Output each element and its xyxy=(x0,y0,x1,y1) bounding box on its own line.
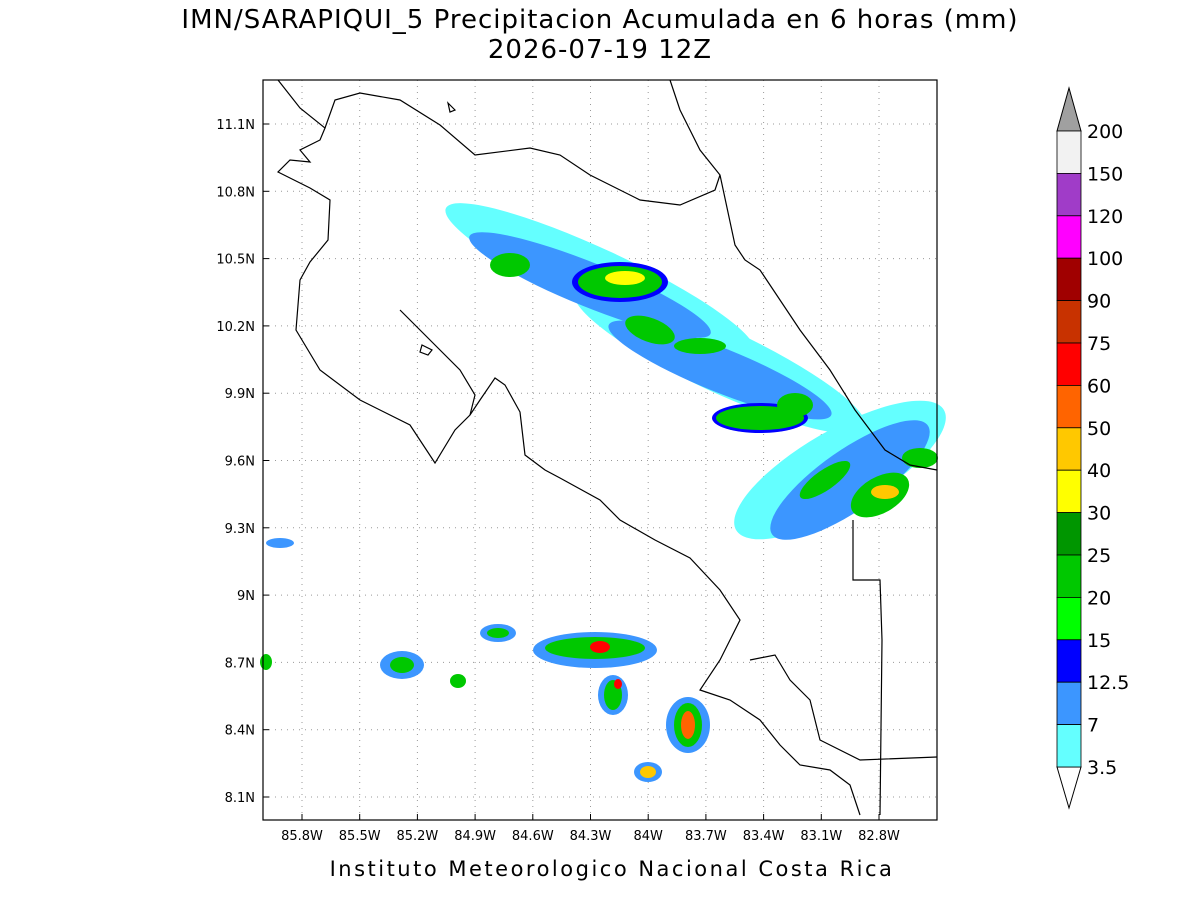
lat-label: 9.9N xyxy=(225,387,255,402)
colorbar-swatch xyxy=(1056,554,1082,598)
colorbar-label: 120 xyxy=(1087,206,1123,228)
lon-label: 84.6W xyxy=(512,829,554,844)
colorbar-label: 7 xyxy=(1087,715,1099,737)
title: IMN/SARAPIQUI_5 Precipitacion Acumulada … xyxy=(181,5,1018,35)
colorbar-swatch xyxy=(1056,130,1082,174)
colorbar-label: 90 xyxy=(1087,291,1111,313)
lon-label: 83.7W xyxy=(685,829,727,844)
colorbar-swatch xyxy=(1056,427,1082,471)
lon-label: 83.4W xyxy=(743,829,785,844)
lat-label: 10.5N xyxy=(216,253,255,268)
colorbar-swatch xyxy=(1056,512,1082,556)
lon-label: 82.8W xyxy=(858,829,900,844)
lat-label: 10.8N xyxy=(216,185,255,200)
colorbar-label: 200 xyxy=(1087,121,1123,143)
colorbar-label: 100 xyxy=(1087,248,1123,270)
colorbar-label: 150 xyxy=(1087,163,1123,185)
colorbar-label: 75 xyxy=(1087,333,1111,355)
footer: Instituto Meteorologico Nacional Costa R… xyxy=(330,857,895,881)
lat-label: 8.4N xyxy=(225,724,255,739)
lat-label: 10.2N xyxy=(216,320,255,335)
colorbar-swatch xyxy=(1056,681,1082,726)
lon-label: 84.9W xyxy=(454,829,496,844)
colorbar-swatch xyxy=(1056,384,1082,429)
colorbar-swatch xyxy=(1056,639,1082,683)
colorbar-swatch xyxy=(1056,257,1082,302)
colorbar-label: 12.5 xyxy=(1087,672,1129,694)
lon-label: 83.1W xyxy=(800,829,842,844)
colorbar-swatch xyxy=(1056,172,1082,217)
lat-label: 8.7N xyxy=(225,656,255,671)
colorbar-label: 60 xyxy=(1087,375,1111,397)
lon-label: 84.3W xyxy=(570,829,612,844)
lat-label: 8.1N xyxy=(225,791,255,806)
coastlines xyxy=(276,79,938,816)
colorbar-over xyxy=(1056,86,1082,132)
map-frame xyxy=(262,79,938,821)
colorbar-label: 20 xyxy=(1087,587,1111,609)
subtitle: 2026-07-19 12Z xyxy=(488,35,712,65)
lon-label: 85.8W xyxy=(281,829,323,844)
lat-label: 11.1N xyxy=(216,118,255,133)
colorbar-swatch xyxy=(1056,469,1082,514)
lon-label: 85.5W xyxy=(339,829,381,844)
grid: 11.1N 10.8N 10.5N 10.2N 9.9N 9.6N 9.3N 9N 8.7N 8.… xyxy=(216,80,937,844)
lat-label: 9.3N xyxy=(225,522,255,537)
colorbar: 200 150 120 100 90 75 60 50 40 30 25 20 15 12.5 7 3.5 xyxy=(1056,86,1129,810)
colorbar-swatch xyxy=(1056,724,1082,768)
lat-label: 9.6N xyxy=(225,455,255,470)
lat-label: 9N xyxy=(237,589,255,604)
colorbar-label: 25 xyxy=(1087,545,1111,567)
colorbar-swatch xyxy=(1056,597,1082,641)
lon-label: 85.2W xyxy=(396,829,438,844)
colorbar-label: 30 xyxy=(1087,503,1111,525)
colorbar-label: 40 xyxy=(1087,460,1111,482)
colorbar-swatch xyxy=(1056,300,1082,344)
colorbar-under xyxy=(1056,766,1082,810)
precipitation-field xyxy=(260,203,946,782)
colorbar-swatch xyxy=(1056,215,1082,259)
colorbar-label: 15 xyxy=(1087,630,1111,652)
colorbar-swatch xyxy=(1056,342,1082,386)
colorbar-label: 3.5 xyxy=(1087,757,1117,779)
lon-label: 84W xyxy=(633,829,663,844)
colorbar-label: 50 xyxy=(1087,418,1111,440)
